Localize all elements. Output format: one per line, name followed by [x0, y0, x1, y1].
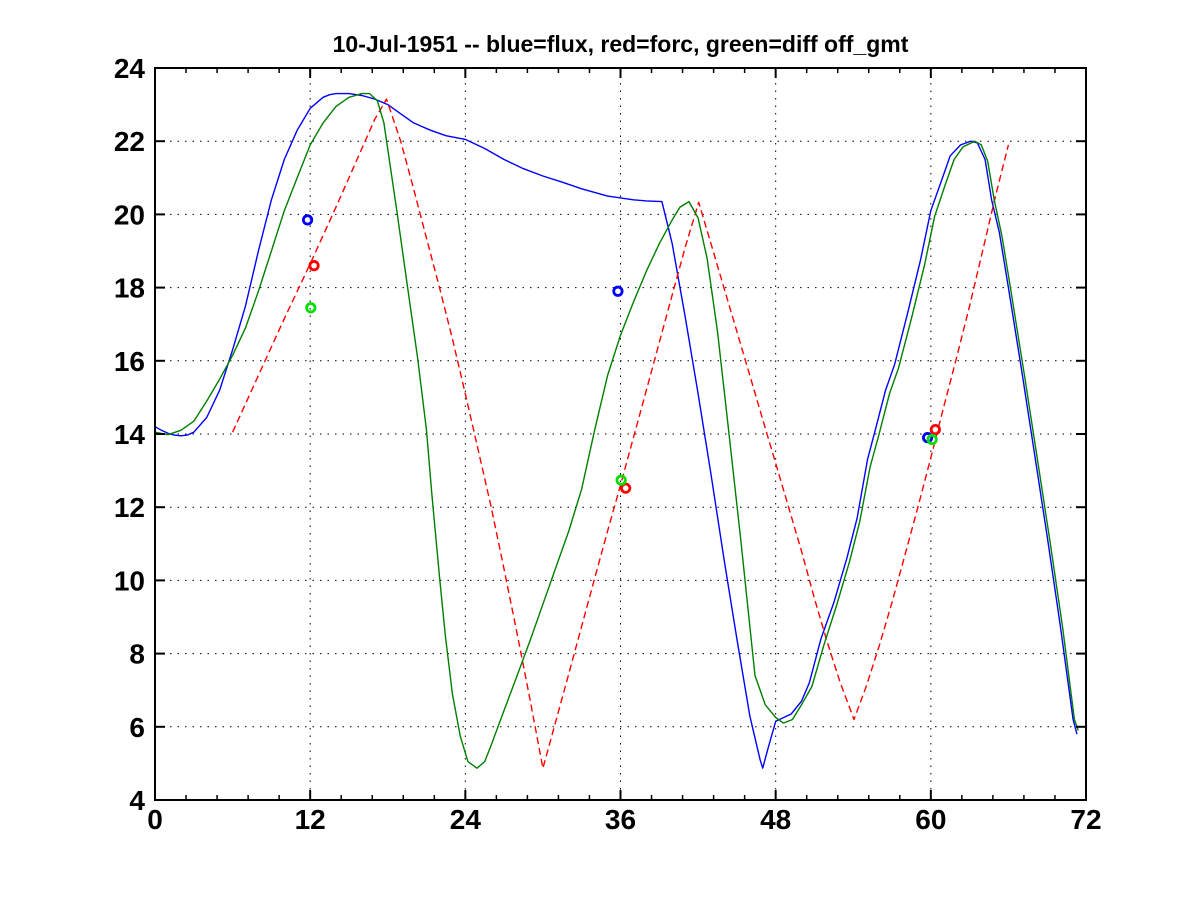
x-tick-label-48: 48: [760, 804, 791, 835]
x-tick-label-24: 24: [450, 804, 482, 835]
chart-title: 10-Jul-1951 -- blue=flux, red=forc, gree…: [332, 31, 909, 57]
y-tick-label-4: 4: [129, 785, 145, 816]
y-tick-label-24: 24: [114, 53, 146, 84]
x-tick-label-36: 36: [605, 804, 636, 835]
y-tick-label-12: 12: [114, 492, 145, 523]
y-tick-label-18: 18: [114, 273, 145, 304]
forc-observations-marker: [929, 424, 941, 436]
x-tick-label-12: 12: [295, 804, 326, 835]
y-tick-label-6: 6: [129, 712, 145, 743]
x-tick-label-72: 72: [1070, 804, 1101, 835]
y-tick-label-22: 22: [114, 126, 145, 157]
y-tick-label-16: 16: [114, 346, 145, 377]
x-tick-label-0: 0: [147, 804, 163, 835]
x-tick-label-60: 60: [915, 804, 946, 835]
y-tick-label-10: 10: [114, 565, 145, 596]
y-tick-label-8: 8: [129, 639, 145, 670]
diff-observations-marker: [305, 302, 317, 314]
y-tick-label-20: 20: [114, 199, 145, 230]
flux-line: [154, 92, 1078, 769]
diff-line: [154, 92, 1079, 769]
flux-observations-marker: [612, 285, 624, 297]
diff-observations-marker: [926, 433, 938, 446]
forc-observations-marker: [620, 482, 632, 494]
flux-observations-marker: [301, 214, 314, 226]
y-tick-label-14: 14: [114, 419, 146, 450]
forc-observations-marker: [308, 260, 320, 272]
diff-observations-marker: [615, 474, 627, 486]
